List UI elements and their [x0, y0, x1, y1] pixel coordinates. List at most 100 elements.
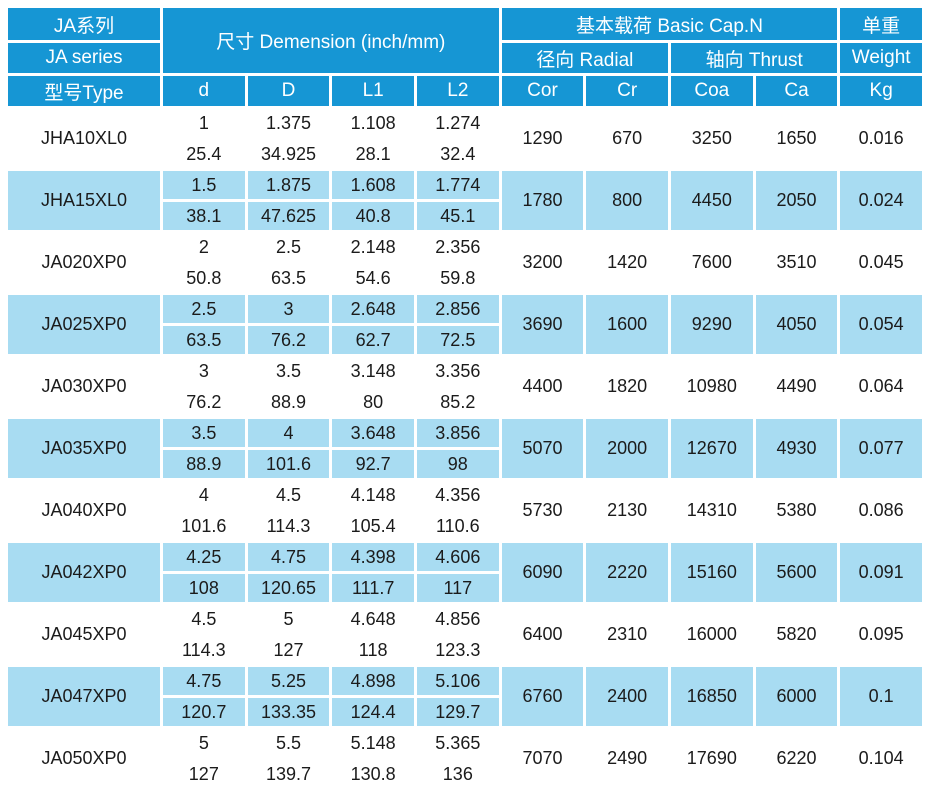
dim-L2-mm: 32.4 — [416, 140, 499, 168]
dim-L2-inch: 3.856 — [416, 419, 499, 447]
header-series-cn: JA系列 — [8, 8, 160, 40]
load-ca: 1650 — [755, 109, 838, 168]
dim-L1-mm: 130.8 — [332, 760, 414, 788]
dim-L1-mm: 124.4 — [332, 698, 414, 726]
dim-L2-inch: 4.606 — [416, 543, 499, 571]
dim-d-inch: 4.5 — [163, 605, 245, 633]
header-unit-weight: 单重 — [840, 8, 922, 40]
dim-L2-mm: 110.6 — [416, 512, 499, 540]
load-ca: 2050 — [755, 171, 838, 230]
dim-L2-inch: 1.774 — [416, 171, 499, 199]
model-cell: JA042XP0 — [8, 543, 160, 602]
dim-L2-mm: 117 — [416, 574, 499, 602]
col-L2: L2 — [416, 76, 499, 106]
dim-L1-inch: 4.898 — [332, 667, 414, 695]
load-cr: 2310 — [586, 605, 668, 664]
load-cor: 6090 — [501, 543, 584, 602]
dim-L1-inch: 3.148 — [332, 357, 414, 385]
dim-d-mm: 50.8 — [163, 264, 245, 292]
model-cell: JA035XP0 — [8, 419, 160, 478]
dim-L2-inch: 2.856 — [416, 295, 499, 323]
dim-L2-mm: 98 — [416, 450, 499, 478]
dim-L2-inch: 4.356 — [416, 481, 499, 509]
dim-L1-inch: 4.398 — [332, 543, 414, 571]
model-cell: JHA10XL0 — [8, 109, 160, 168]
dim-d-inch: 4 — [163, 481, 245, 509]
dim-L1-inch: 5.148 — [332, 729, 414, 757]
load-ca: 4490 — [755, 357, 838, 416]
dim-L1-inch: 1.108 — [332, 109, 414, 137]
dim-D-mm: 34.925 — [247, 140, 330, 168]
model-cell: JA040XP0 — [8, 481, 160, 540]
dim-L2-inch: 2.356 — [416, 233, 499, 261]
dim-D-inch: 1.875 — [247, 171, 330, 199]
dim-d-mm: 114.3 — [163, 636, 245, 664]
dim-d-mm: 38.1 — [163, 202, 245, 230]
dim-D-mm: 120.65 — [247, 574, 330, 602]
dim-L1-mm: 92.7 — [332, 450, 414, 478]
dim-L1-inch: 4.648 — [332, 605, 414, 633]
dim-L1-mm: 105.4 — [332, 512, 414, 540]
load-ca: 3510 — [755, 233, 838, 292]
dim-D-mm: 88.9 — [247, 388, 330, 416]
dim-d-mm: 76.2 — [163, 388, 245, 416]
dim-L2-mm: 59.8 — [416, 264, 499, 292]
dim-D-mm: 47.625 — [247, 202, 330, 230]
dim-d-inch: 1 — [163, 109, 245, 137]
col-D: D — [247, 76, 330, 106]
dim-L1-mm: 118 — [332, 636, 414, 664]
load-coa: 4450 — [670, 171, 753, 230]
dim-L2-inch: 5.365 — [416, 729, 499, 757]
dim-d-mm: 88.9 — [163, 450, 245, 478]
load-ca: 5820 — [755, 605, 838, 664]
dim-D-inch: 5.5 — [247, 729, 330, 757]
weight-kg: 0.064 — [840, 357, 922, 416]
load-cor: 3690 — [501, 295, 584, 354]
dim-D-mm: 127 — [247, 636, 330, 664]
load-cor: 3200 — [501, 233, 584, 292]
header-radial: 径向 Radial — [501, 43, 668, 73]
dim-d-inch: 3 — [163, 357, 245, 385]
dim-d-inch: 5 — [163, 729, 245, 757]
dim-d-mm: 108 — [163, 574, 245, 602]
load-cr: 1600 — [586, 295, 668, 354]
col-Kg: Kg — [840, 76, 922, 106]
col-L1: L1 — [332, 76, 414, 106]
dim-d-mm: 63.5 — [163, 326, 245, 354]
model-cell: JHA15XL0 — [8, 171, 160, 230]
dim-L1-mm: 80 — [332, 388, 414, 416]
load-coa: 10980 — [670, 357, 753, 416]
load-cor: 4400 — [501, 357, 584, 416]
dim-L1-mm: 28.1 — [332, 140, 414, 168]
header-thrust: 轴向 Thrust — [670, 43, 838, 73]
weight-kg: 0.024 — [840, 171, 922, 230]
dim-L1-mm: 111.7 — [332, 574, 414, 602]
dim-L2-inch: 3.356 — [416, 357, 499, 385]
load-coa: 16000 — [670, 605, 753, 664]
load-cr: 2220 — [586, 543, 668, 602]
header-dimension: 尺寸 Demension (inch/mm) — [163, 8, 499, 73]
load-ca: 6220 — [755, 729, 838, 788]
weight-kg: 0.086 — [840, 481, 922, 540]
dim-D-inch: 1.375 — [247, 109, 330, 137]
dim-L1-mm: 62.7 — [332, 326, 414, 354]
load-cor: 1290 — [501, 109, 584, 168]
load-coa: 3250 — [670, 109, 753, 168]
weight-kg: 0.016 — [840, 109, 922, 168]
col-d: d — [163, 76, 245, 106]
dim-d-mm: 120.7 — [163, 698, 245, 726]
load-coa: 15160 — [670, 543, 753, 602]
dim-d-mm: 25.4 — [163, 140, 245, 168]
model-cell: JA050XP0 — [8, 729, 160, 788]
dim-D-inch: 2.5 — [247, 233, 330, 261]
load-cr: 800 — [586, 171, 668, 230]
load-cor: 5730 — [501, 481, 584, 540]
dim-d-mm: 101.6 — [163, 512, 245, 540]
model-cell: JA047XP0 — [8, 667, 160, 726]
load-cor: 7070 — [501, 729, 584, 788]
dim-d-inch: 3.5 — [163, 419, 245, 447]
load-coa: 17690 — [670, 729, 753, 788]
load-cor: 1780 — [501, 171, 584, 230]
model-cell: JA025XP0 — [8, 295, 160, 354]
load-cr: 2130 — [586, 481, 668, 540]
